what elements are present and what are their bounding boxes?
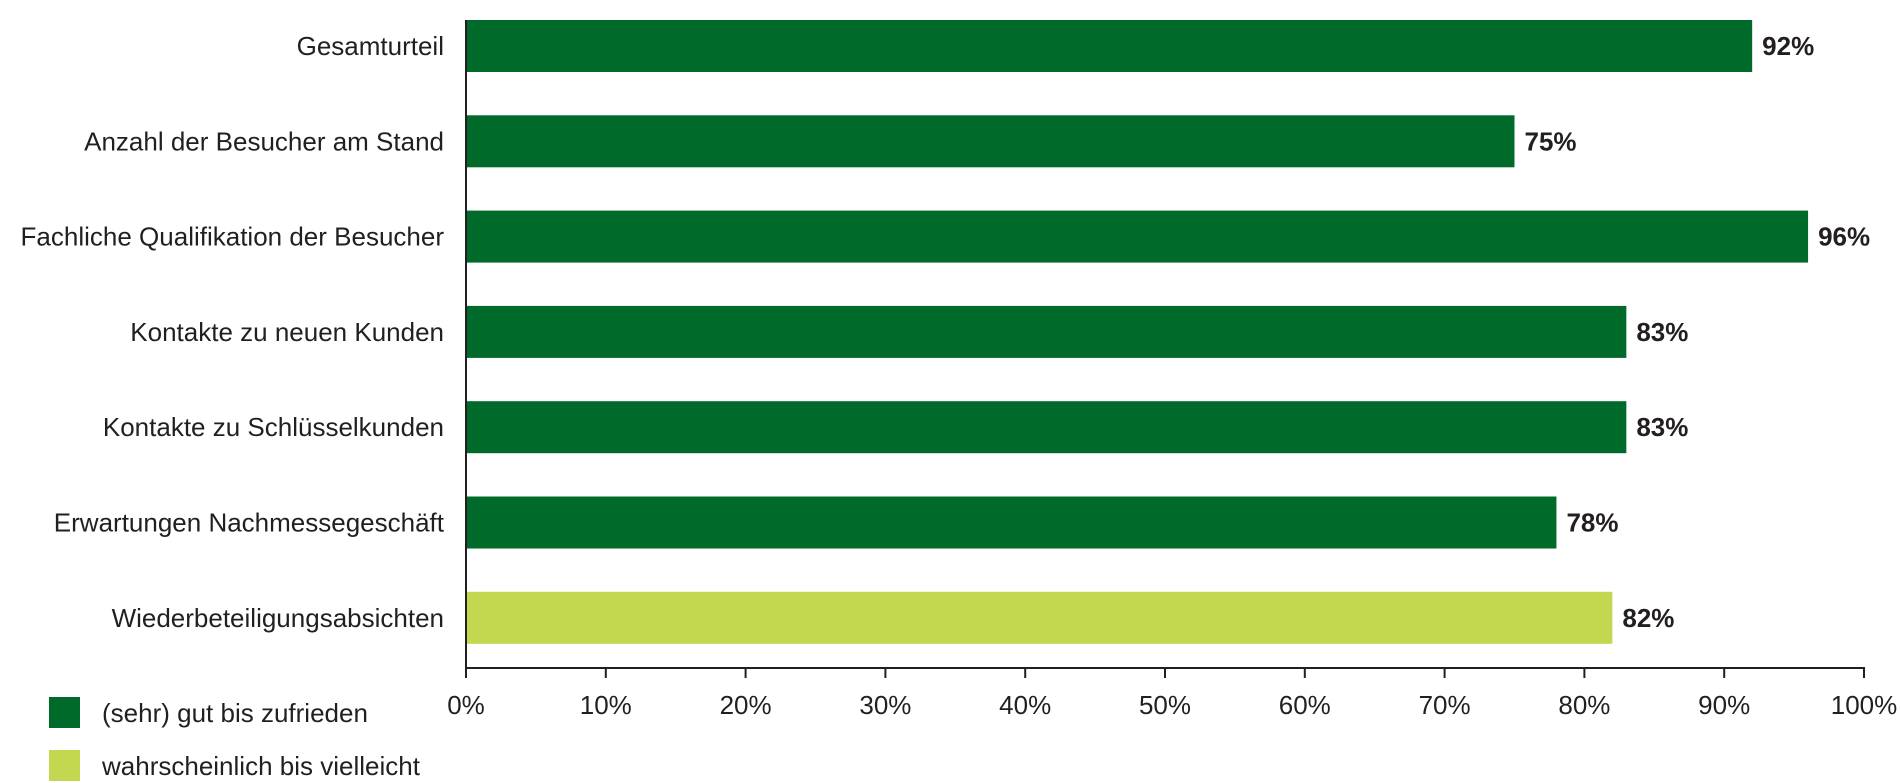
category-label: Gesamturteil: [297, 31, 444, 61]
x-axis-ticks: 0% 10% 20% 30% 40% 50% 60% 70% 80% 90% 100%: [447, 668, 1897, 720]
category-label: Fachliche Qualifikation der Besucher: [21, 222, 445, 252]
category-label: Kontakte zu neuen Kunden: [130, 317, 444, 347]
bar: [466, 20, 1753, 72]
x-tick-label: 100%: [1831, 690, 1898, 720]
x-tick-label: 80%: [1558, 690, 1610, 720]
data-label: 96%: [1818, 222, 1870, 252]
legend-swatch: [49, 697, 80, 728]
legend-label: (sehr) gut bis zufrieden: [102, 698, 368, 728]
x-tick-label: 90%: [1698, 690, 1750, 720]
data-label: 83%: [1636, 412, 1688, 442]
bar: [466, 401, 1627, 454]
legend: (sehr) gut bis zufrieden wahrscheinlich b…: [49, 697, 421, 781]
data-label: 75%: [1525, 126, 1577, 156]
x-tick-label: 0%: [447, 690, 485, 720]
legend-label: wahrscheinlich bis vielleicht: [101, 751, 421, 781]
legend-swatch: [49, 750, 80, 781]
x-tick-label: 70%: [1419, 690, 1471, 720]
data-label: 83%: [1636, 317, 1688, 347]
bar: [466, 305, 1627, 358]
data-label: 92%: [1762, 31, 1814, 61]
x-tick-label: 10%: [580, 690, 632, 720]
value-labels: 92% 75% 96% 83% 83% 78% 82%: [1525, 31, 1871, 633]
category-label: Anzahl der Besucher am Stand: [84, 126, 444, 156]
bar: [466, 115, 1515, 168]
data-label: 82%: [1622, 603, 1674, 633]
category-label: Kontakte zu Schlüsselkunden: [103, 412, 444, 442]
bars-group: [466, 20, 1809, 644]
category-label: Erwartungen Nachmessegeschäft: [54, 508, 445, 538]
category-labels: Gesamturteil Anzahl der Besucher am Stand…: [21, 31, 445, 633]
x-tick-label: 20%: [720, 690, 772, 720]
x-tick-label: 30%: [859, 690, 911, 720]
x-tick-label: 40%: [999, 690, 1051, 720]
bar: [466, 496, 1557, 549]
x-tick-label: 60%: [1279, 690, 1331, 720]
data-label: 78%: [1566, 508, 1618, 538]
bar: [466, 591, 1613, 644]
category-label: Wiederbeteiligungsabsichten: [112, 603, 444, 633]
bar: [466, 210, 1809, 263]
x-tick-label: 50%: [1139, 690, 1191, 720]
